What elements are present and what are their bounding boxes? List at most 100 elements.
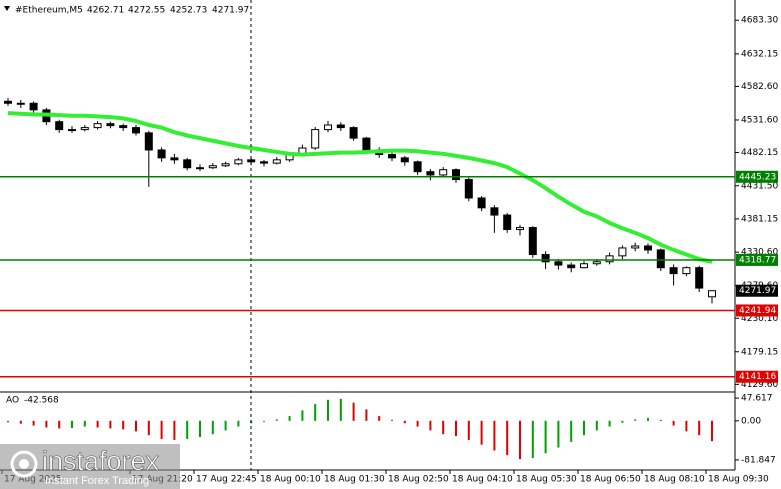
- ao-bar: [698, 420, 701, 436]
- candle-body: [541, 254, 550, 263]
- ao-bar: [544, 420, 547, 454]
- candle-body: [426, 171, 435, 176]
- candle-body: [580, 263, 588, 269]
- ao-bar: [608, 420, 611, 427]
- ao-bar: [211, 420, 214, 435]
- candle-body: [144, 132, 153, 151]
- y-tick-label: 4381.15: [741, 214, 778, 224]
- ao-bar: [659, 419, 662, 421]
- ao-bar: [365, 409, 368, 421]
- ao-bar: [32, 420, 35, 426]
- candle-body: [119, 125, 128, 129]
- ao-bar: [429, 420, 432, 431]
- header-open: 4262.71: [87, 6, 124, 16]
- candle-body: [695, 267, 704, 289]
- ao-bar: [442, 420, 445, 435]
- ao-bar: [237, 420, 240, 427]
- candle-body: [708, 290, 716, 298]
- y-tick-label: 4582.60: [741, 82, 778, 92]
- x-tick-label: 18 Aug 04:10: [452, 475, 513, 485]
- candle-body: [93, 123, 102, 129]
- candle-body: [336, 124, 345, 129]
- y-tick-label: 4482.15: [741, 148, 778, 158]
- ao-bar: [480, 420, 483, 445]
- candle-body: [592, 261, 601, 265]
- x-tick-label: 18 Aug 06:50: [580, 475, 641, 485]
- ao-bar: [275, 419, 278, 421]
- ao-bar: [19, 420, 22, 424]
- candle-body: [106, 123, 115, 127]
- ao-bar: [455, 420, 457, 437]
- candle-body: [260, 161, 268, 164]
- level-label: 4141.16: [739, 372, 776, 382]
- candle-body: [464, 179, 473, 199]
- ao-bar: [199, 420, 201, 438]
- candle-body: [29, 102, 38, 111]
- ao-y-tick-label: -81.847: [741, 455, 776, 465]
- header-low: 4252.73: [170, 6, 207, 16]
- logo-icon: [10, 450, 38, 478]
- ao-bar: [109, 420, 112, 429]
- ao-value: -42.568: [24, 396, 59, 406]
- ao-bar: [147, 420, 150, 436]
- ao-title: AO: [6, 396, 19, 406]
- level-label: 4241.94: [739, 306, 776, 316]
- level-label-box: [736, 370, 778, 383]
- menu-arrow[interactable]: [4, 6, 10, 11]
- ao-bar: [672, 420, 675, 426]
- ao-bar: [557, 420, 560, 448]
- ao-bar: [71, 420, 73, 428]
- ao-bar: [339, 398, 342, 421]
- candle-body: [183, 159, 192, 169]
- ao-bar: [160, 420, 163, 439]
- ao-bar: [173, 420, 176, 440]
- level-label: 4318.77: [739, 255, 776, 265]
- ao-bar: [595, 420, 598, 431]
- logo-tagline: Instant Forex Trading: [45, 475, 149, 487]
- candle-body: [362, 137, 371, 151]
- candle-body: [567, 264, 576, 269]
- y-tick-label: 4683.30: [741, 16, 778, 26]
- x-tick-label: 18 Aug 01:30: [324, 475, 385, 485]
- y-tick-label: 4179.15: [741, 347, 778, 357]
- ao-bar: [493, 420, 496, 451]
- ao-bar: [647, 417, 649, 421]
- candle-body: [477, 197, 486, 209]
- ao-bar: [122, 420, 125, 430]
- candle-body: [413, 161, 422, 173]
- candle-body: [170, 157, 179, 161]
- y-tick-label: 4230.10: [741, 314, 778, 324]
- ao-bar: [224, 420, 227, 431]
- y-tick-label: 4431.50: [741, 181, 778, 191]
- candle-body: [324, 124, 332, 131]
- y-tick-label: 4330.60: [741, 248, 778, 258]
- candle-body: [157, 149, 166, 159]
- candle-body: [221, 163, 230, 167]
- candle-body: [618, 247, 627, 257]
- candle-body: [669, 267, 678, 275]
- ao-bar: [621, 420, 624, 423]
- plot-area: [4, 98, 716, 460]
- moving-average: [7, 111, 713, 264]
- ao-bar: [634, 419, 637, 421]
- chart-title: #Ethereum,M5: [15, 6, 83, 16]
- ao-bar: [186, 420, 189, 439]
- ao-bar: [301, 410, 304, 421]
- ao-bar: [506, 420, 509, 456]
- level-label-box: [736, 253, 778, 266]
- ao-bar: [711, 420, 713, 442]
- candle-body: [388, 154, 396, 159]
- ao-bar: [570, 420, 573, 442]
- candle-body: [68, 129, 76, 132]
- candle-body: [349, 127, 358, 139]
- level-label-box: [736, 170, 778, 183]
- ao-bar: [96, 420, 99, 428]
- candle-body: [682, 267, 691, 275]
- candle-body: [656, 249, 665, 269]
- candle-body: [311, 129, 320, 149]
- x-tick-label: 18 Aug 02:50: [388, 475, 449, 485]
- candle-body: [247, 159, 256, 163]
- candle-body: [644, 245, 652, 251]
